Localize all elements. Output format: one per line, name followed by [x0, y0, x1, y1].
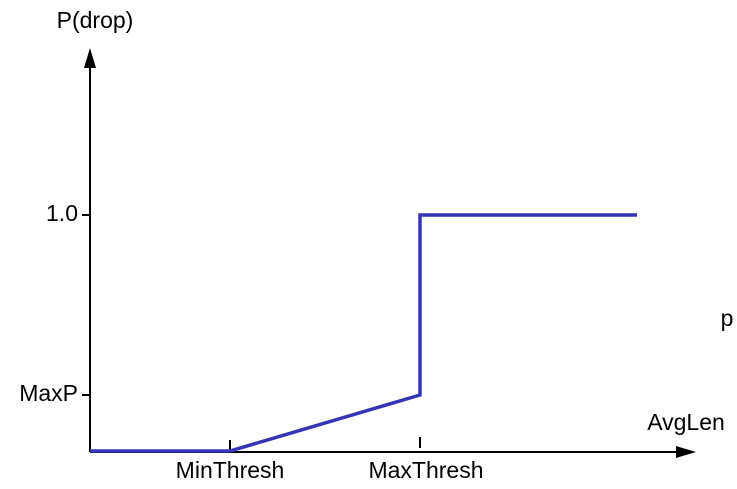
y-axis-label: P(drop): [57, 7, 134, 33]
x-tick-label: MinThresh: [176, 457, 285, 483]
x-axis-label: AvgLen: [647, 409, 725, 435]
x-axis-arrow: [676, 446, 696, 458]
y-axis-arrow: [84, 48, 96, 68]
drop-curve: [90, 213, 637, 453]
y-tick-label: MaxP: [19, 380, 78, 406]
side-text: p: [721, 305, 734, 331]
x-tick-label: MaxThresh: [368, 457, 483, 483]
y-tick-label: 1.0: [46, 200, 78, 226]
